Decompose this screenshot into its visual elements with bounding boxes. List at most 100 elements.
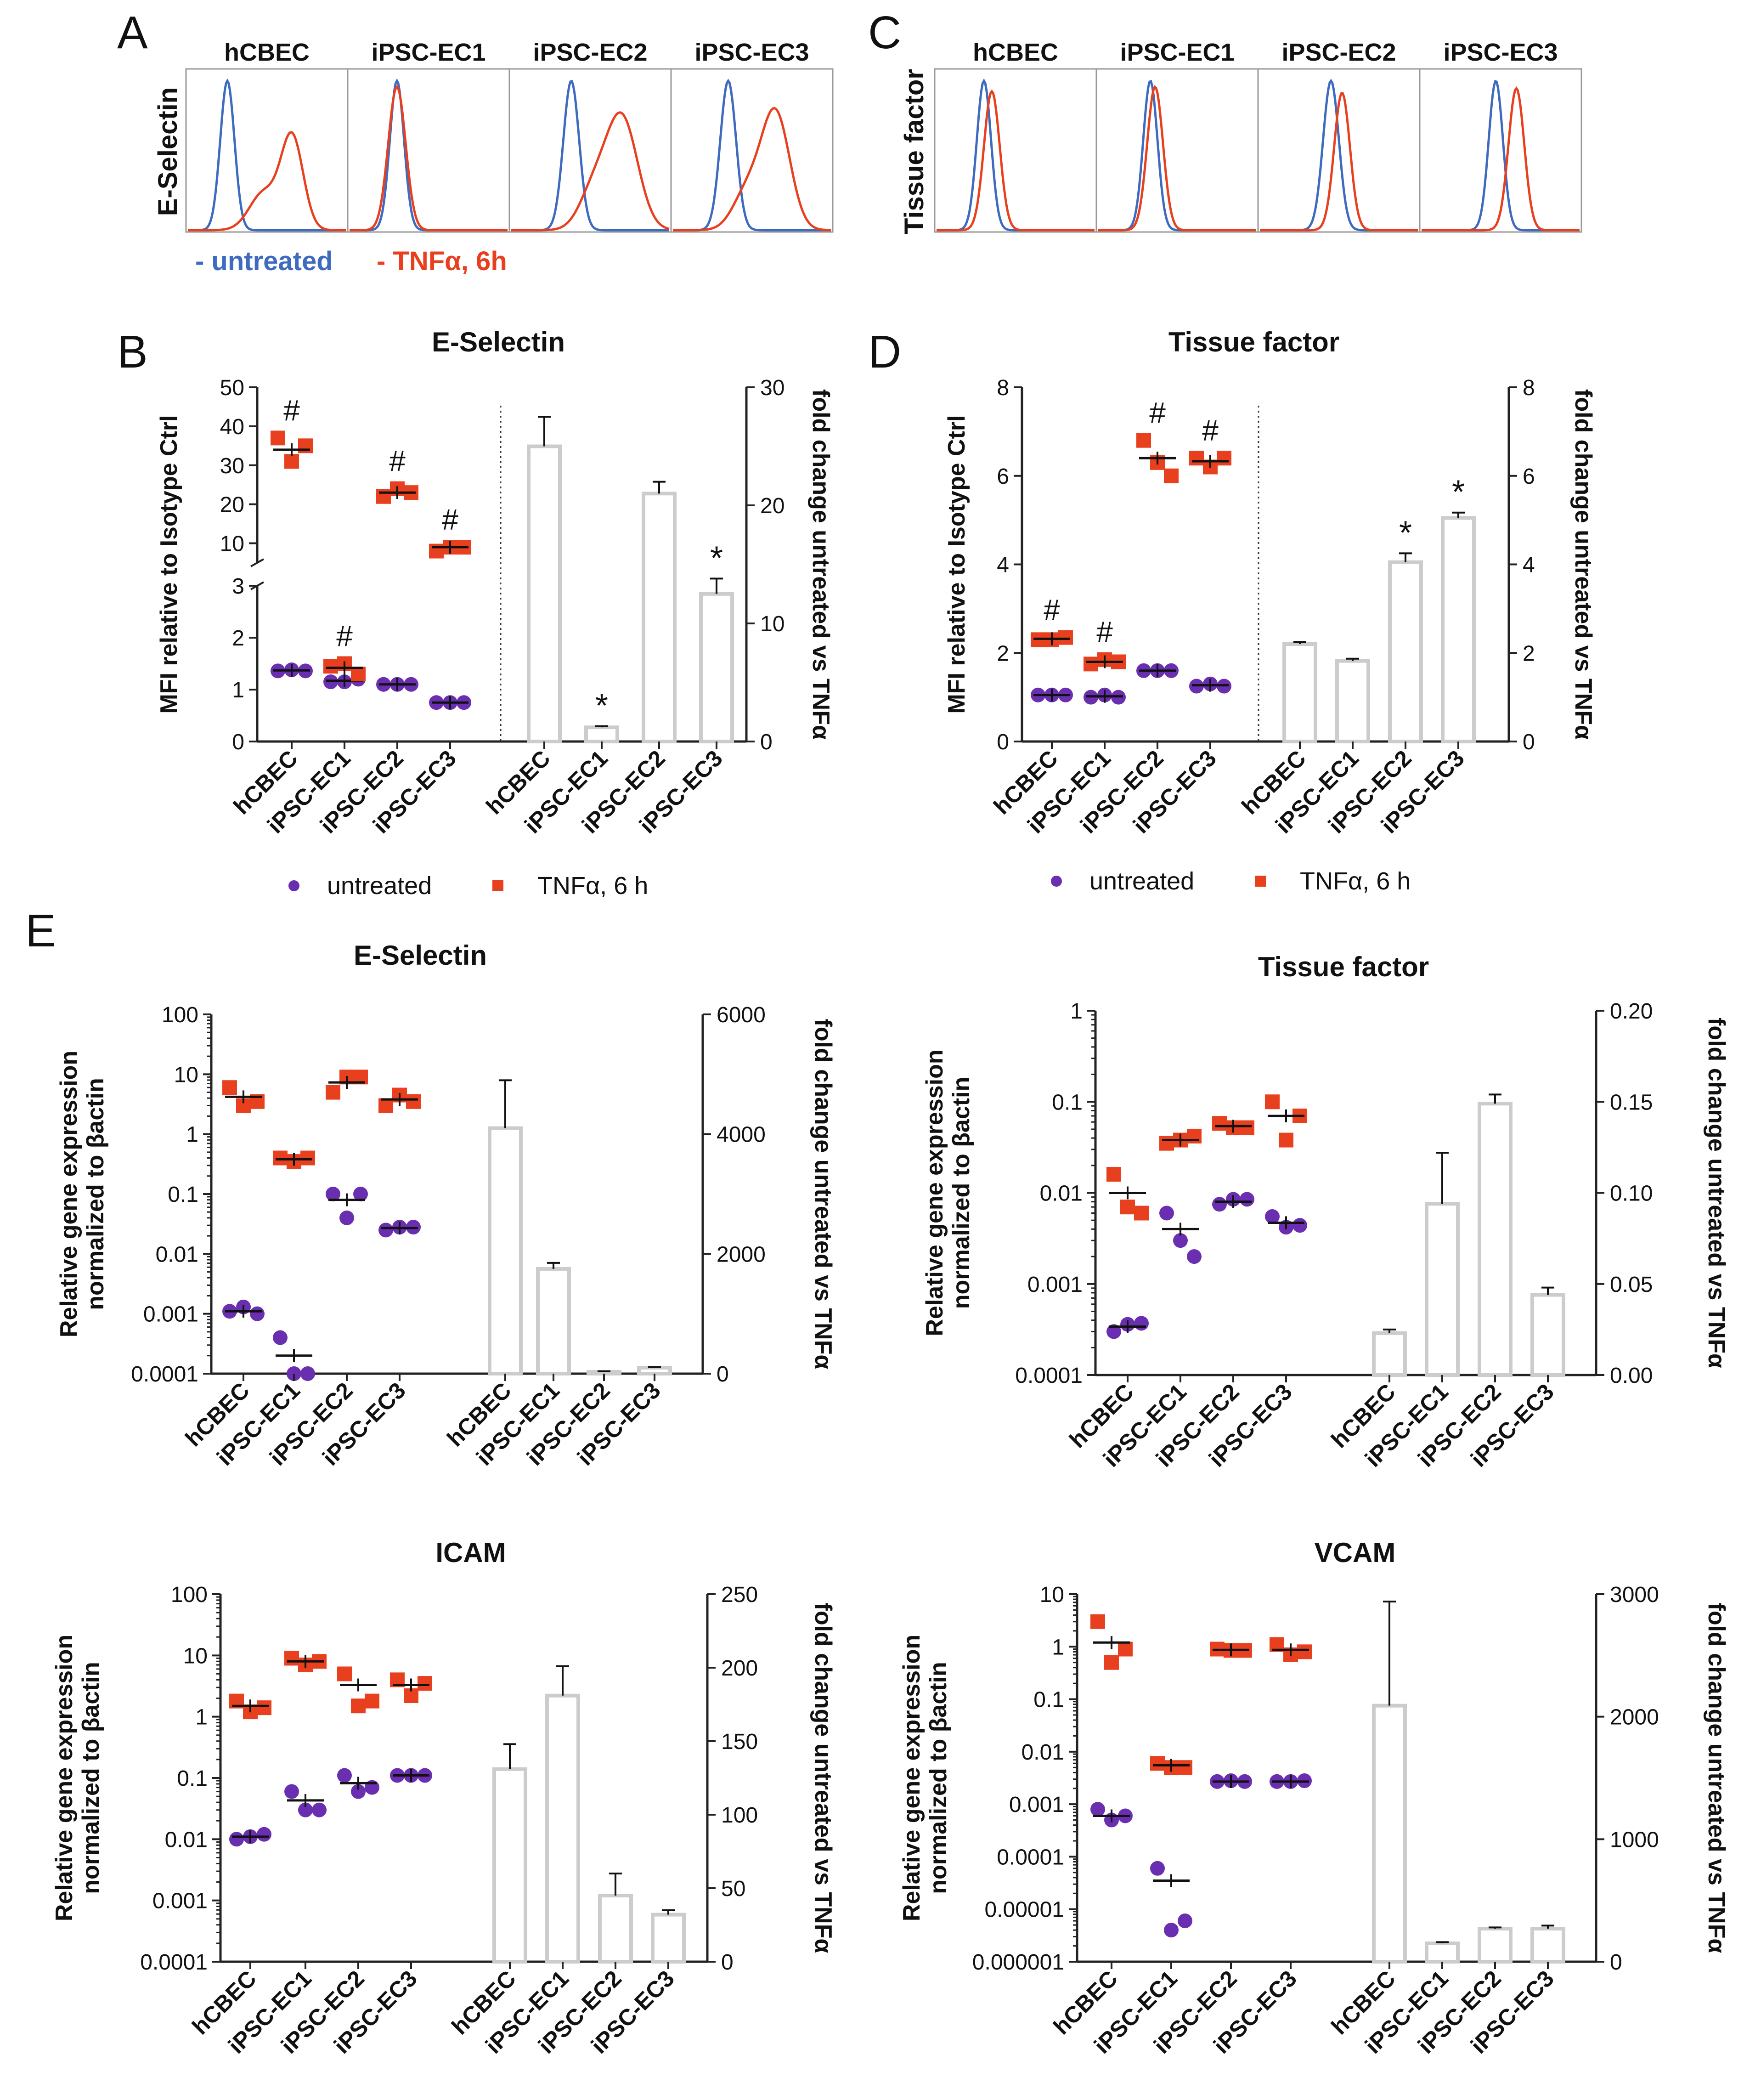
bar-fold-e1-ipsc-ec1: [536, 1267, 571, 1376]
chart-e-vcam: VCAM 0.000001 0.00001 0.0001 0.001 0.01 0.1 1 10…: [898, 1537, 1730, 2059]
square-tnf-e2-ipsc-ec3: [1279, 1132, 1293, 1148]
square-tnf-d-ipsc-ec1: [1084, 657, 1098, 672]
y2label-e1: fold change untreated vs TNFα: [810, 1019, 836, 1370]
square-tnf-e2-ipsc-ec1: [1159, 1136, 1174, 1151]
ytick-label-b: 10: [220, 532, 244, 556]
bar-fold-e3-hcbec: [492, 1767, 527, 1964]
square-tnf-e3-ipsc-ec2: [351, 1698, 366, 1714]
ytick-label-e4: 0.00001: [984, 1898, 1064, 1922]
ytick-label-e4: 0.001: [1009, 1793, 1064, 1817]
ylabel-line2-e1: normalized to βactin: [82, 1078, 109, 1310]
y2tick-label-b: 0: [760, 730, 773, 754]
hist-title-hcbec: hCBEC: [224, 39, 310, 66]
ytick-label-e3: 0.001: [152, 1889, 208, 1913]
panel-letter-d: D: [868, 326, 901, 378]
y2tick-label-e2: 0.00: [1610, 1364, 1653, 1388]
ytick-label-e2: 0.01: [1040, 1182, 1083, 1206]
histogram-panel-a: hCBEC iPSC-EC1 iPSC-EC2 iPSC-EC3: [185, 39, 834, 233]
y2tick-label-e1: 6000: [717, 1003, 766, 1027]
y2tick-label-d: 6: [1523, 464, 1535, 489]
square-tnf-e2-ipsc-ec3: [1265, 1094, 1280, 1109]
y2tick-label-e3: 200: [721, 1656, 758, 1681]
square-tnf-b-hcbec: [298, 438, 313, 453]
square-tnf-e1-ipsc-ec1: [300, 1150, 315, 1166]
y2tick-label-e4: 3000: [1610, 1583, 1659, 1607]
dot-untreated-e4-ipsc-ec1: [1150, 1861, 1165, 1876]
ytick-label-b: 0: [232, 730, 244, 754]
sig-hash-b-ipsc-ec1: #: [336, 620, 353, 653]
bar-fold-e3-ipsc-ec1: [545, 1693, 580, 1964]
y2label-e3: fold change untreated vs TNFα: [810, 1603, 836, 1953]
ylabel-line1-e4: Relative gene expression: [898, 1635, 925, 1921]
dot-untreated-e3-ipsc-ec2: [351, 1784, 366, 1799]
chart-d-tissue-factor: Tissue factor 0 2 4 6 8 0 2 4 6 8 MFI relative to I…: [943, 327, 1597, 838]
ytick-label-b: 30: [220, 454, 244, 478]
dot-untreated-e2-ipsc-ec1: [1173, 1233, 1188, 1248]
square-tnf-e4-hcbec: [1104, 1655, 1119, 1670]
panel-letter-e: E: [25, 905, 56, 957]
ylabel-b: MFI relative to Isotype Ctrl: [156, 415, 182, 713]
ylabel-d: MFI relative to Isotype Ctrl: [943, 415, 970, 713]
square-tnf-b-hcbec: [271, 430, 285, 446]
square-tnf-d-ipsc-ec2: [1136, 433, 1151, 448]
hist-frame-hcbec: [934, 68, 1097, 233]
hist-frame-ipsc-ec1: [1095, 68, 1259, 233]
sig-hash-b-ipsc-ec2: #: [389, 445, 406, 478]
dot-untreated-e2-ipsc-ec1: [1187, 1249, 1202, 1264]
dot-untreated-e1-ipsc-ec1: [300, 1366, 315, 1381]
dot-untreated-e2-ipsc-ec3: [1292, 1218, 1307, 1233]
square-tnf-e4-ipsc-ec1: [1150, 1756, 1165, 1771]
legend-b-tnf-marker: [492, 880, 503, 891]
axis-break-upper-b: [250, 558, 264, 567]
legend-b-tnf-label: TNFα, 6 h: [537, 872, 648, 900]
dot-untreated-e2-ipsc-ec3: [1265, 1209, 1280, 1224]
hist-frame-ipsc-ec3: [1419, 68, 1582, 233]
dot-untreated-e2-hcbec: [1106, 1324, 1121, 1339]
square-tnf-b-ipsc-ec1: [351, 667, 366, 682]
hist-curve-tnf-hcbec: [937, 89, 1095, 232]
sig-hash-b-hcbec: #: [283, 394, 300, 427]
square-tnf-d-ipsc-ec3: [1189, 451, 1204, 466]
hist-frame-ipsc-ec2: [508, 68, 672, 233]
square-tnf-e1-ipsc-ec2: [326, 1085, 340, 1100]
dot-untreated-e2-ipsc-ec1: [1159, 1206, 1174, 1221]
hist-title-ipsc-ec1: iPSC-EC1: [371, 39, 485, 66]
square-tnf-e2-ipsc-ec2: [1212, 1116, 1227, 1131]
dot-untreated-e2-hcbec: [1134, 1316, 1149, 1331]
y2tick-label-e3: 0: [721, 1950, 734, 1975]
ytick-label-d: 8: [997, 376, 1009, 400]
ytick-label-e1: 0.0001: [131, 1362, 198, 1387]
chart-title-e4: VCAM: [1315, 1537, 1396, 1568]
legend-d-untreated-label: untreated: [1089, 867, 1194, 895]
hist-title-ipsc-ec1: iPSC-EC1: [1120, 39, 1234, 66]
hist-frame-ipsc-ec1: [347, 68, 510, 233]
ytick-label-b: 3: [232, 574, 244, 599]
square-tnf-d-ipsc-ec3: [1217, 451, 1231, 466]
dot-untreated-e4-ipsc-ec1: [1178, 1913, 1192, 1929]
hist-curve-untreated-hcbec: [937, 78, 1095, 232]
hist-curve-tnf-ipsc-ec1: [350, 85, 508, 232]
bar-fold-d-ipsc-ec3: [1441, 516, 1476, 744]
ylabel-line1-e1: Relative gene expression: [56, 1051, 82, 1337]
hist-curve-tnf-hcbec: [188, 131, 346, 232]
ytick-label-e4: 0.000001: [972, 1950, 1064, 1975]
dot-untreated-e4-hcbec: [1090, 1802, 1105, 1817]
hist-frame-hcbec: [185, 68, 349, 233]
chart-title-b: E-Selectin: [432, 327, 565, 357]
sig-hash-d-ipsc-ec1: #: [1096, 616, 1113, 649]
ytick-label-e3: 0.01: [165, 1828, 208, 1852]
y2tick-label-e3: 250: [721, 1583, 758, 1607]
hist-legend-tnf: - TNFα, 6h: [377, 246, 507, 276]
y2tick-label-e1: 4000: [717, 1123, 766, 1147]
hist-title-ipsc-ec2: iPSC-EC2: [1281, 39, 1396, 66]
y2tick-label-e2: 0.20: [1610, 999, 1653, 1024]
ytick-label-b: 20: [220, 493, 244, 517]
legend-b: untreated TNFα, 6 h: [288, 872, 648, 900]
y2tick-label-e3: 100: [721, 1803, 758, 1828]
y2label-b: fold change untreated vs TNFα: [807, 389, 834, 740]
dot-untreated-e3-hcbec: [229, 1832, 244, 1847]
ytick-label-e1: 0.001: [143, 1302, 198, 1327]
y2tick-label-e1: 0: [717, 1362, 729, 1387]
y2tick-label-e3: 150: [721, 1730, 758, 1754]
